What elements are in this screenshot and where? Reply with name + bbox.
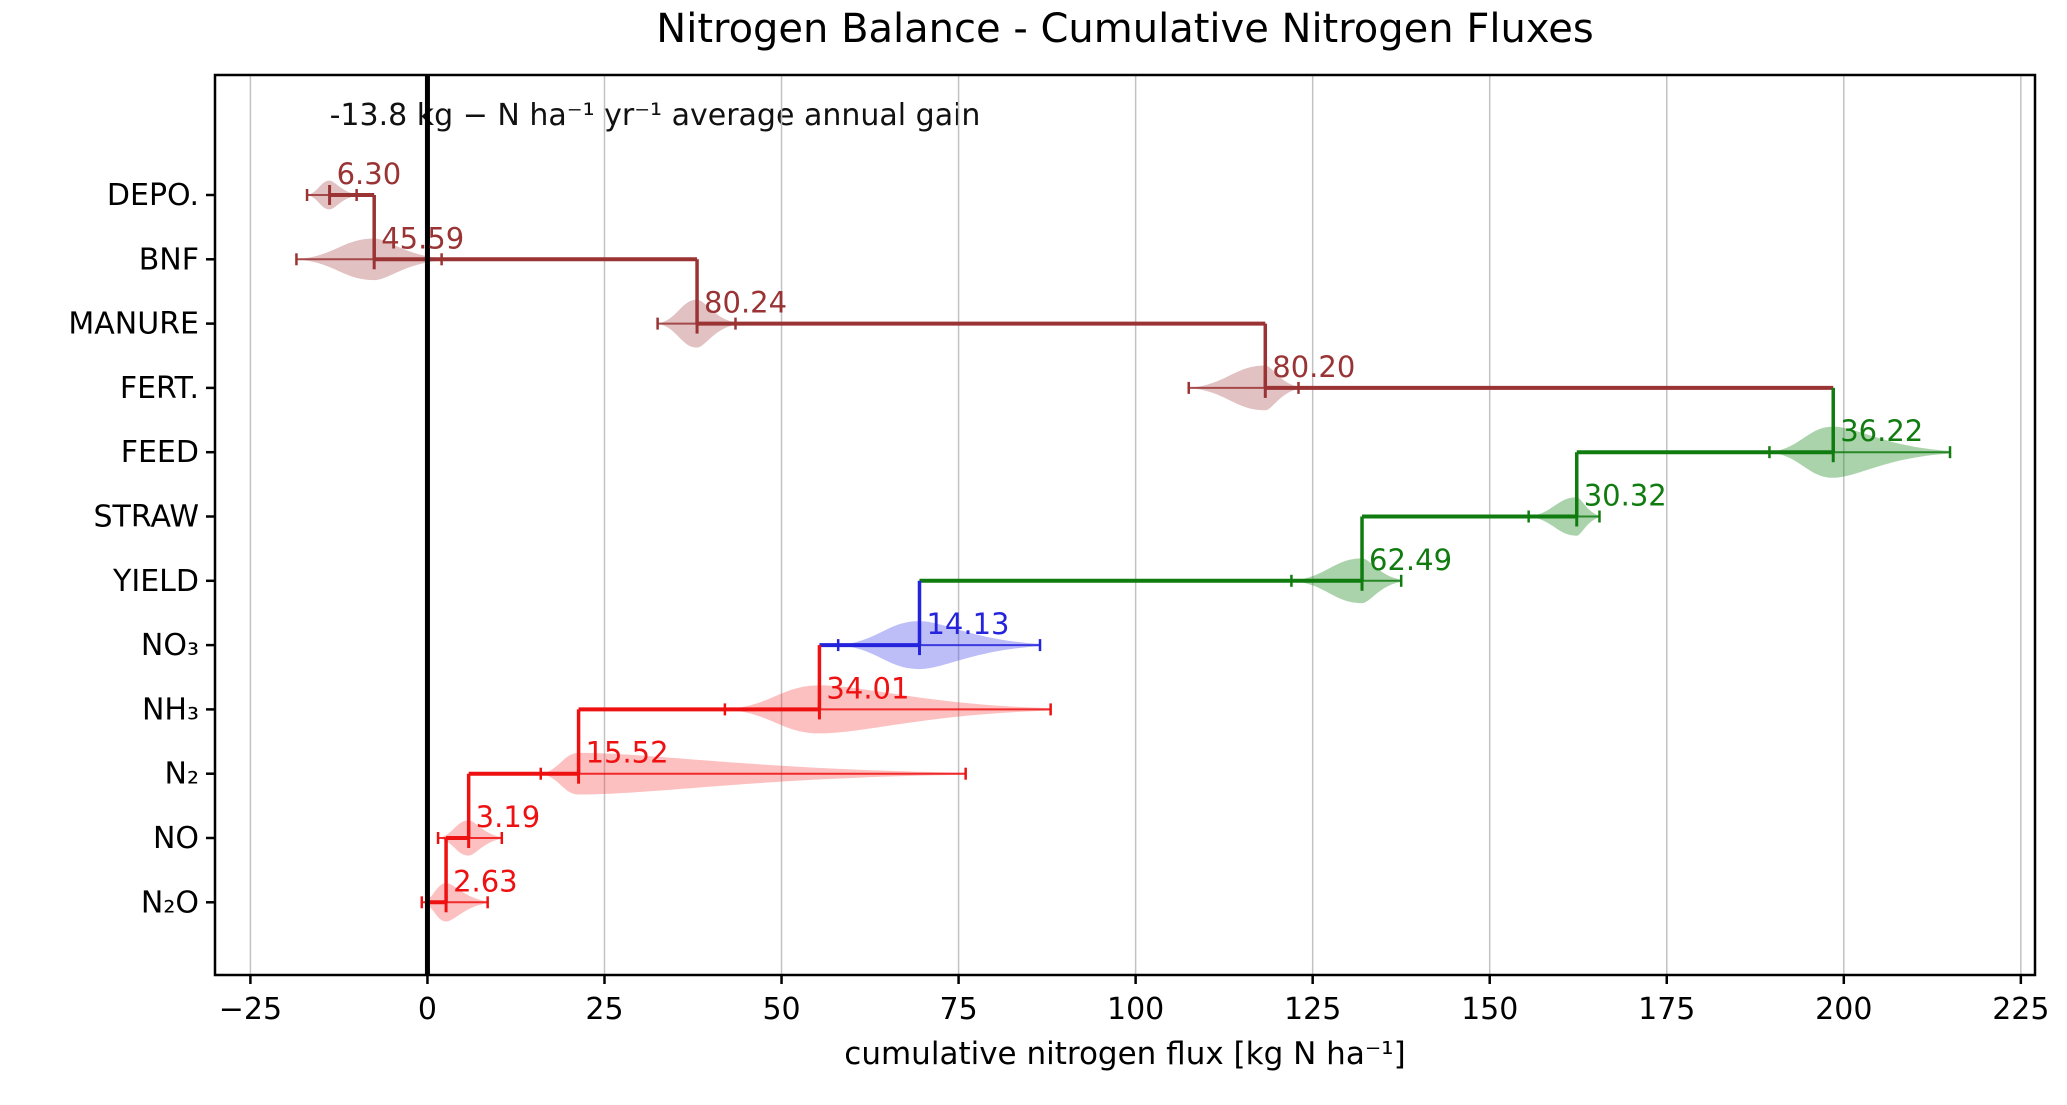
y-tick-label-no: NO	[153, 821, 199, 856]
flux-label-yield: 62.49	[1369, 543, 1452, 577]
flux-label-no: 3.19	[476, 800, 541, 834]
y-tick-label-no3: NO₃	[141, 628, 199, 663]
flux-label-straw: 30.32	[1584, 479, 1667, 513]
y-tick-label-feed: FEED	[121, 435, 199, 470]
y-tick-label-nh3: NH₃	[142, 692, 199, 727]
y-tick-label-bnf: BNF	[139, 242, 199, 277]
x-tick-label: 200	[1815, 992, 1872, 1027]
x-tick-label: 125	[1284, 992, 1341, 1027]
x-tick-label: 50	[762, 992, 800, 1027]
x-tick-label: 75	[939, 992, 977, 1027]
flux-label-n2o: 2.63	[453, 864, 518, 898]
flux-label-fert: 80.20	[1272, 350, 1355, 384]
y-tick-label-fert: FERT.	[120, 371, 199, 406]
flux-label-bnf: 45.59	[381, 221, 464, 255]
flux-label-n2: 15.52	[586, 736, 669, 770]
y-tick-label-yield: YIELD	[112, 564, 199, 599]
x-tick-label: −25	[219, 992, 282, 1027]
y-tick-label-manure: MANURE	[68, 307, 199, 342]
net-gain-annotation: -13.8 kg − N ha⁻¹ yr⁻¹ average annual ga…	[329, 98, 981, 133]
x-tick-label: 225	[1992, 992, 2049, 1027]
axes-frame	[213, 73, 2037, 977]
x-axis-title: cumulative nitrogen flux [kg N ha⁻¹]	[844, 1036, 1406, 1072]
flux-label-nh3: 34.01	[826, 671, 909, 705]
x-tick-label: 100	[1107, 992, 1164, 1027]
x-tick-label: 175	[1638, 992, 1695, 1027]
x-tick-label: 0	[418, 992, 437, 1027]
x-tick-label: 150	[1461, 992, 1518, 1027]
y-tick-label-depo: DEPO.	[107, 178, 199, 213]
flux-label-no3: 14.13	[926, 607, 1009, 641]
flux-label-manure: 80.24	[704, 286, 787, 320]
flux-label-depo: 6.30	[337, 157, 402, 191]
x-tick-label: 25	[585, 992, 623, 1027]
y-tick-label-n2o: N₂O	[141, 885, 199, 920]
chart-title: Nitrogen Balance - Cumulative Nitrogen F…	[656, 6, 1594, 52]
y-tick-label-n2: N₂	[165, 757, 199, 792]
flux-label-feed: 36.22	[1840, 414, 1923, 448]
y-tick-label-straw: STRAW	[93, 500, 199, 535]
